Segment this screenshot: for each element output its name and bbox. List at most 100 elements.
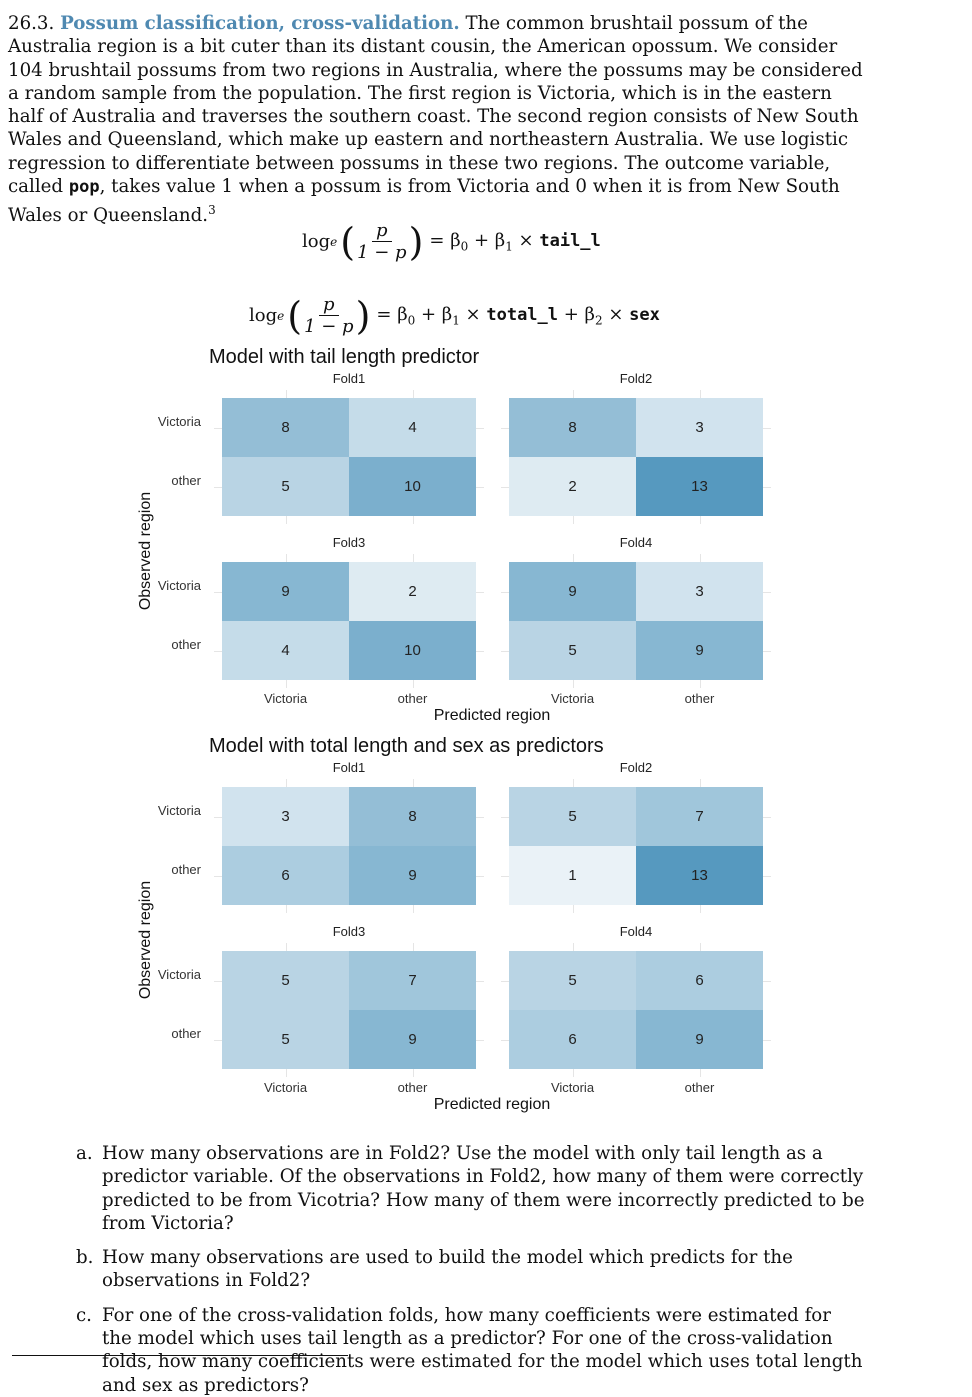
rhs-beta2: + β (558, 303, 595, 325)
heatmap-tile: 4 (222, 621, 349, 680)
footnote-marker: 3 (208, 203, 216, 218)
heatmap-tile: 5 (509, 787, 636, 846)
heatmap-tile: 1 (509, 846, 636, 905)
open-paren: ( (287, 293, 303, 338)
chart-title: Model with tail length predictor (209, 346, 480, 368)
question-label: c. (76, 1304, 92, 1326)
heatmap-tile: 4 (349, 398, 476, 457)
question-a: a. How many observations are in Fold2? Us… (76, 1142, 866, 1235)
heatmap-tile: 8 (349, 787, 476, 846)
x-tick-label: Victoria (263, 691, 308, 706)
heatmap-tile: 5 (222, 951, 349, 1010)
problem-number: 26.3. (8, 13, 55, 34)
rhs-beta1: + β (468, 229, 506, 251)
heatmap-tile: 8 (509, 398, 636, 457)
facet-strip-label: Fold4 (619, 535, 653, 550)
facet-strip-label: Fold2 (619, 371, 653, 386)
pop-variable: pop (68, 177, 100, 198)
heatmap-tile: 7 (636, 787, 763, 846)
x-tick-label: other (397, 691, 428, 706)
question-label: a. (76, 1143, 93, 1164)
heatmap-tile: 3 (636, 398, 763, 457)
heatmap-tile: 2 (509, 457, 636, 516)
sub2: 2 (594, 313, 603, 328)
heatmap-tile: 13 (636, 846, 763, 905)
y-tick-label: other (171, 861, 201, 877)
fraction-denominator: 1 − p (304, 316, 354, 337)
heatmap-tile: 3 (222, 787, 349, 846)
y-tick-label: other (171, 1025, 201, 1041)
heatmap-tile: 13 (636, 457, 763, 516)
times: × (602, 303, 630, 325)
heatmap-tile: 10 (349, 457, 476, 516)
log-base: e (277, 308, 285, 323)
rhs: = β0 + β1 × tail_l (429, 230, 600, 254)
facet-strip-label: Fold1 (332, 760, 366, 775)
heatmap-tile: 6 (509, 1010, 636, 1069)
problem-text-1: The common brushtail possum of the Austr… (8, 13, 863, 198)
y-tick-label: Victoria (157, 577, 201, 593)
chart-title: Model with total length and sex as predi… (209, 735, 604, 757)
fraction-denominator: 1 − p (357, 242, 407, 263)
heatmap-tile: 9 (636, 1010, 763, 1069)
y-tick-label: Victoria (157, 802, 201, 818)
heatmap-tile: 5 (509, 951, 636, 1010)
x-tick-label: other (684, 1080, 715, 1095)
rhs-beta0: = β (376, 303, 408, 325)
fraction-numerator: p (319, 294, 339, 316)
heatmap-tile: 9 (349, 846, 476, 905)
heatmap-tile: 5 (222, 457, 349, 516)
x-tick-label: Victoria (550, 691, 595, 706)
question-text: How many observations are used to build … (102, 1247, 793, 1292)
y-tick-label: other (171, 472, 201, 488)
question-text: How many observations are in Fold2? Use … (102, 1143, 865, 1234)
facet-strip-label: Fold4 (619, 924, 653, 939)
open-paren: ( (340, 219, 356, 264)
y-tick-label: Victoria (157, 413, 201, 429)
rhs-beta1: + β (415, 303, 453, 325)
x-tick-label: other (684, 691, 715, 706)
question-label: b. (76, 1247, 94, 1269)
question-text: For one of the cross-validation folds, h… (102, 1304, 863, 1396)
y-axis-label: Observed region (137, 491, 154, 611)
facet-strip-label: Fold1 (332, 371, 366, 386)
times: × (512, 229, 540, 251)
facet-strip-label: Fold3 (332, 535, 366, 550)
heatmap-tile: 5 (222, 1010, 349, 1069)
heatmap-tile: 6 (636, 951, 763, 1010)
x-axis-label: Predicted region (433, 707, 551, 724)
footnote-rule (12, 1355, 348, 1356)
heatmap-tile: 7 (349, 951, 476, 1010)
heatmap-tile: 9 (636, 621, 763, 680)
log-label: log (302, 231, 331, 252)
times: × (459, 303, 487, 325)
sub1: 1 (452, 313, 460, 328)
x-tick-label: Victoria (263, 1080, 308, 1095)
facet-strip-label: Fold2 (619, 760, 653, 775)
log-label: log (249, 305, 278, 326)
tail-l-variable: tail_l (539, 230, 601, 251)
question-c: c. For one of the cross-validation folds,… (76, 1304, 866, 1397)
heatmap-tile: 5 (509, 621, 636, 680)
heatmap-tile: 9 (349, 1010, 476, 1069)
x-tick-label: Victoria (550, 1080, 595, 1095)
rhs-beta0: = β (429, 229, 461, 251)
sub0: 0 (460, 239, 469, 254)
heatmap-tile: 6 (222, 846, 349, 905)
sub0: 0 (407, 313, 416, 328)
close-paren: ) (355, 293, 371, 338)
problem-intro: 26.3. Possum classification, cross-valid… (8, 12, 866, 228)
heatmap-tile: 10 (349, 621, 476, 680)
heatmap-tile: 2 (349, 562, 476, 621)
rhs: = β0 + β1 × total_l + β2 × sex (376, 304, 659, 328)
heatmap-tile: 8 (222, 398, 349, 457)
problem-text-2: , takes value 1 when a possum is from Vi… (8, 176, 840, 227)
y-axis-label: Observed region (137, 880, 154, 1000)
problem-title: Possum classification, cross-validation. (60, 13, 460, 34)
heatmap-tile: 9 (222, 562, 349, 621)
x-tick-label: other (397, 1080, 428, 1095)
